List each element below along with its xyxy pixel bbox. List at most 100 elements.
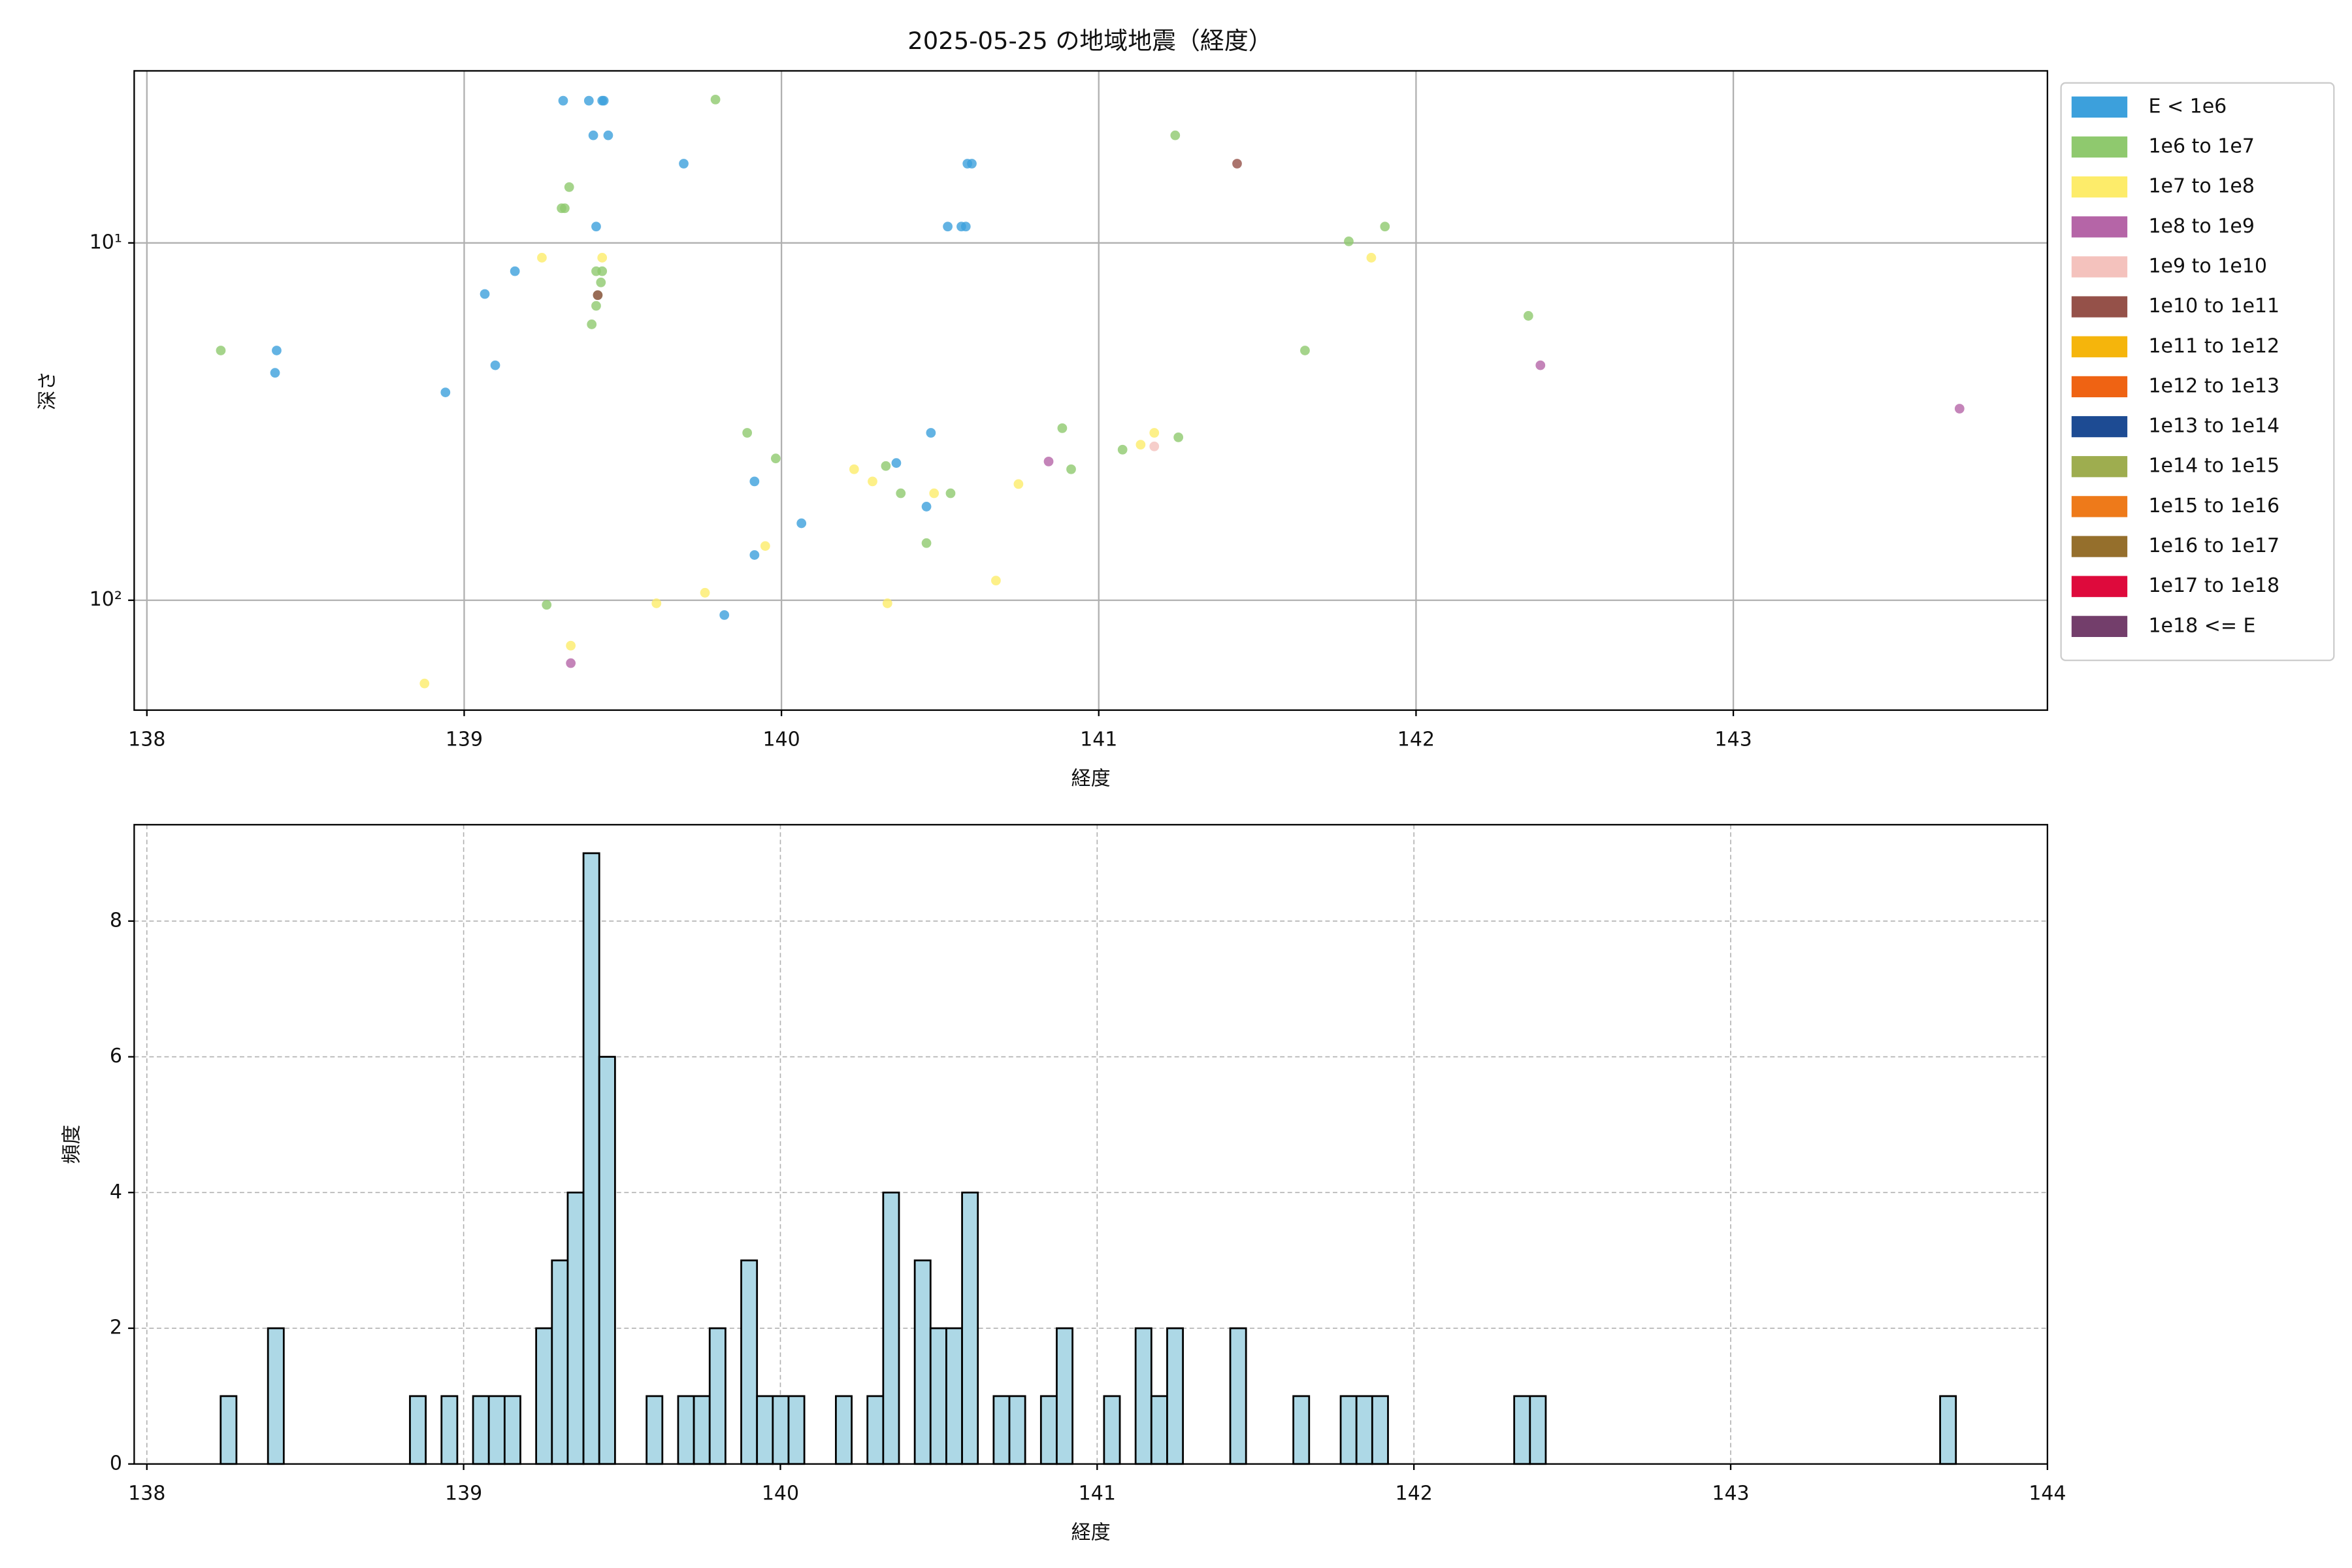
bar [866,1395,885,1465]
legend-label: E < 1e6 [2148,95,2227,118]
point [1173,432,1184,442]
point [943,221,953,232]
legend-swatch [2071,136,2128,158]
point [760,541,770,551]
point [270,368,280,378]
legend-swatch [2071,216,2128,238]
chart-title: 2025-05-25 の地域地震（経度） [907,27,1272,55]
point [1523,311,1533,321]
point [749,550,760,560]
bar [566,1191,585,1465]
point [597,266,608,276]
point [603,130,613,140]
y-tick-label: 6 [110,1045,122,1068]
point [583,95,594,106]
bar [945,1327,963,1465]
plot-frame [133,70,2048,711]
y-axis-label: 頻度 [60,1125,83,1164]
point [749,476,760,487]
point [960,221,971,232]
x-tick-label: 138 [128,1482,165,1505]
point [591,221,601,232]
point [588,130,598,140]
point [216,346,226,355]
point [1149,428,1160,438]
plot-frame [133,824,2048,1465]
bar [503,1395,521,1465]
legend-label: 1e7 to 1e8 [2148,175,2254,198]
point [419,678,430,689]
point [1380,221,1390,232]
bar [582,852,600,1465]
point [1135,440,1146,450]
legend-swatch [2071,576,2128,597]
bar [961,1191,979,1465]
y-tick-label: 10¹ [90,231,122,253]
point [651,598,662,608]
point [945,488,956,498]
bar [409,1395,427,1465]
point [558,95,568,106]
point [564,182,574,192]
point [510,266,520,276]
point [882,598,892,608]
point [1954,404,1965,414]
legend-label: 1e13 to 1e14 [2148,415,2279,438]
point [881,461,891,471]
point [896,488,906,498]
bar [693,1395,711,1465]
x-tick-label: 140 [762,728,800,751]
y-tick-label: 8 [110,909,122,932]
point [1535,360,1546,370]
point [587,319,597,329]
point [1066,464,1076,474]
point [1043,456,1054,466]
bar [787,1395,806,1465]
legend-swatch [2071,376,2128,398]
point [742,428,753,438]
y-tick-label: 0 [110,1452,122,1475]
bar [1056,1327,1073,1465]
bar [708,1327,727,1465]
bar [1134,1327,1152,1465]
bar [551,1259,569,1465]
bar [740,1259,759,1465]
point [1149,441,1160,451]
x-tick-label: 143 [1712,1482,1749,1505]
legend-swatch [2071,536,2128,557]
point [921,502,932,512]
x-tick-label: 139 [445,1482,482,1505]
point [868,476,877,487]
point [537,253,547,263]
bar [1529,1395,1547,1465]
bar [472,1395,490,1465]
bar [1339,1395,1358,1465]
bar [913,1259,932,1465]
point [770,453,781,464]
x-axis-label: 経度 [1071,768,1111,791]
point [1366,253,1377,263]
legend-swatch [2071,336,2128,357]
point [1232,159,1242,169]
bar [1103,1395,1121,1465]
point [719,610,730,620]
point [598,95,609,106]
point [1057,423,1068,433]
bar [220,1395,238,1465]
x-tick-label: 138 [128,728,165,751]
bar [772,1395,790,1465]
legend-swatch [2071,456,2128,478]
x-tick-label: 139 [446,728,483,751]
legend-swatch [2071,256,2128,278]
bar [1166,1327,1184,1465]
point [1013,479,1024,489]
legend-swatch [2071,416,2128,438]
point [597,253,608,263]
legend-label: 1e18 <= E [2148,614,2255,637]
bar [992,1395,1011,1465]
point [700,587,710,598]
point [560,203,570,214]
point [566,658,576,668]
point [891,458,902,468]
